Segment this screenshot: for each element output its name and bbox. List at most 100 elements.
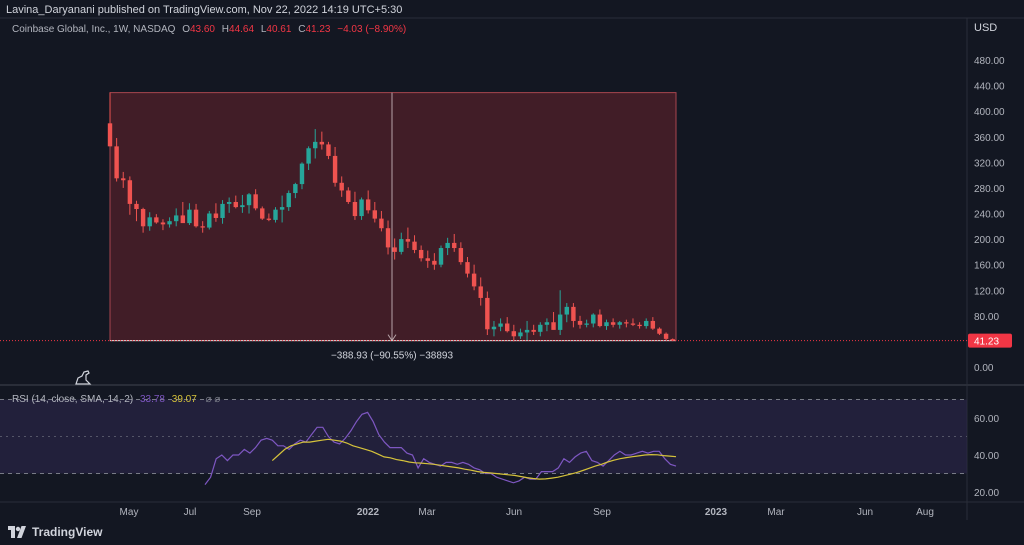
candle-body (167, 221, 172, 225)
candle-body (405, 239, 411, 242)
candle-body (399, 239, 404, 252)
candle-body (491, 326, 497, 330)
candle-body (180, 215, 186, 224)
candle-body (174, 215, 179, 222)
tradingview-logo[interactable]: TradingView (8, 525, 102, 539)
price-tick-label: 0.00 (974, 363, 994, 374)
price-tick-label: 360.00 (974, 133, 1005, 144)
candle-body (339, 182, 344, 191)
price-axis-ticks: 480.00 440.00 400.00 360.00 320.00 280.00 240.… (974, 56, 1005, 374)
rsi-line (204, 411, 677, 485)
time-tick-label: 2022 (357, 507, 380, 518)
rsi-settings-icons[interactable]: ⌀ ⌀ (205, 394, 221, 405)
low-value: 40.61 (266, 24, 292, 35)
publisher-header: Lavina_Daryanani published on TradingVie… (6, 4, 403, 16)
time-tick-label: Sep (243, 507, 261, 518)
candle-body (418, 249, 424, 259)
candle-body (187, 209, 192, 224)
candle-body (557, 314, 563, 330)
candle-body (154, 217, 159, 223)
candle-body (650, 320, 656, 329)
candle-body (471, 273, 477, 287)
open-label: O (182, 24, 190, 35)
tradingview-logo-icon (8, 526, 26, 538)
close-label: C (298, 24, 306, 35)
high-label: H (221, 24, 230, 35)
price-tick-label: 80.00 (974, 312, 999, 323)
rsi-tick-label: 60.00 (974, 414, 999, 425)
candle-body (591, 314, 596, 324)
candle-body (114, 146, 119, 179)
candle-body (213, 213, 219, 218)
price-tick-label: 120.00 (974, 286, 1005, 297)
time-tick-label: Sep (593, 507, 611, 518)
price-range-measure-box[interactable] (109, 92, 677, 342)
candle-body (644, 320, 649, 327)
candle-body (352, 201, 358, 217)
close-value: 41.23 (305, 24, 331, 35)
candle-body (140, 209, 146, 227)
symbol-legend: Coinbase Global, Inc., 1W, NASDAQ O43.60… (12, 24, 406, 35)
candle-body (313, 141, 318, 149)
candle-body (127, 180, 133, 204)
candle-body (193, 209, 199, 227)
candle-body (260, 208, 265, 219)
candle-body (107, 123, 113, 147)
candle-body (511, 331, 517, 337)
time-tick-label: Jun (506, 507, 522, 518)
open-value: 43.60 (189, 24, 215, 35)
price-tick-label: 200.00 (974, 235, 1005, 246)
candle-body (246, 194, 252, 206)
candle-body (240, 205, 245, 208)
candle-body (438, 248, 444, 265)
candle-body (134, 203, 139, 210)
candle-body (332, 155, 338, 183)
candle-body (207, 213, 212, 228)
candle-body (630, 323, 636, 325)
low-label: L (260, 24, 267, 35)
time-tick-label: Aug (916, 507, 934, 518)
candle-body (220, 203, 225, 218)
symbol-name: Coinbase Global, Inc., 1W, NASDAQ (12, 24, 176, 35)
candle-body (478, 286, 483, 298)
candle-body (200, 226, 205, 228)
candle-body (458, 248, 464, 263)
candle-body (286, 193, 291, 208)
rsi-value: 33.78 (139, 394, 165, 405)
time-tick-label: Mar (418, 507, 436, 518)
candle-body (637, 324, 642, 327)
rsi-tick-label: 40.00 (974, 451, 999, 462)
candle-body (160, 222, 166, 225)
candle-body (577, 320, 583, 325)
candle-body (485, 297, 490, 330)
candle-body (518, 332, 523, 337)
candle-body (425, 258, 430, 261)
price-tick-label: 400.00 (974, 107, 1005, 118)
measure-label: −388.93 (−90.55%) −38893 (331, 351, 453, 362)
candle-body (584, 323, 589, 325)
candle-body (445, 242, 450, 249)
candle-body (538, 324, 543, 332)
candle-body (551, 322, 556, 330)
rsi-axis-ticks: 60.00 40.00 20.00 (974, 414, 999, 499)
candle-body (306, 148, 311, 164)
rsi-tick-label: 20.00 (974, 488, 999, 499)
price-tick-label: 280.00 (974, 184, 1005, 195)
candle-body (385, 228, 391, 248)
candle-body (266, 218, 272, 220)
price-tick-label: 440.00 (974, 82, 1005, 93)
candle-body (253, 194, 258, 209)
candles-group (107, 92, 675, 342)
rsi-sma-line (271, 438, 677, 480)
candle-body (452, 242, 457, 249)
candle-body (365, 199, 371, 211)
candle-body (571, 306, 576, 321)
dino-icon (75, 370, 92, 385)
time-tick-label: Mar (767, 507, 785, 518)
candle-body (379, 218, 384, 229)
candle-body (412, 241, 417, 250)
candle-body (273, 209, 278, 220)
time-tick-label: Jun (857, 507, 873, 518)
tradingview-brand-text: TradingView (32, 525, 103, 539)
